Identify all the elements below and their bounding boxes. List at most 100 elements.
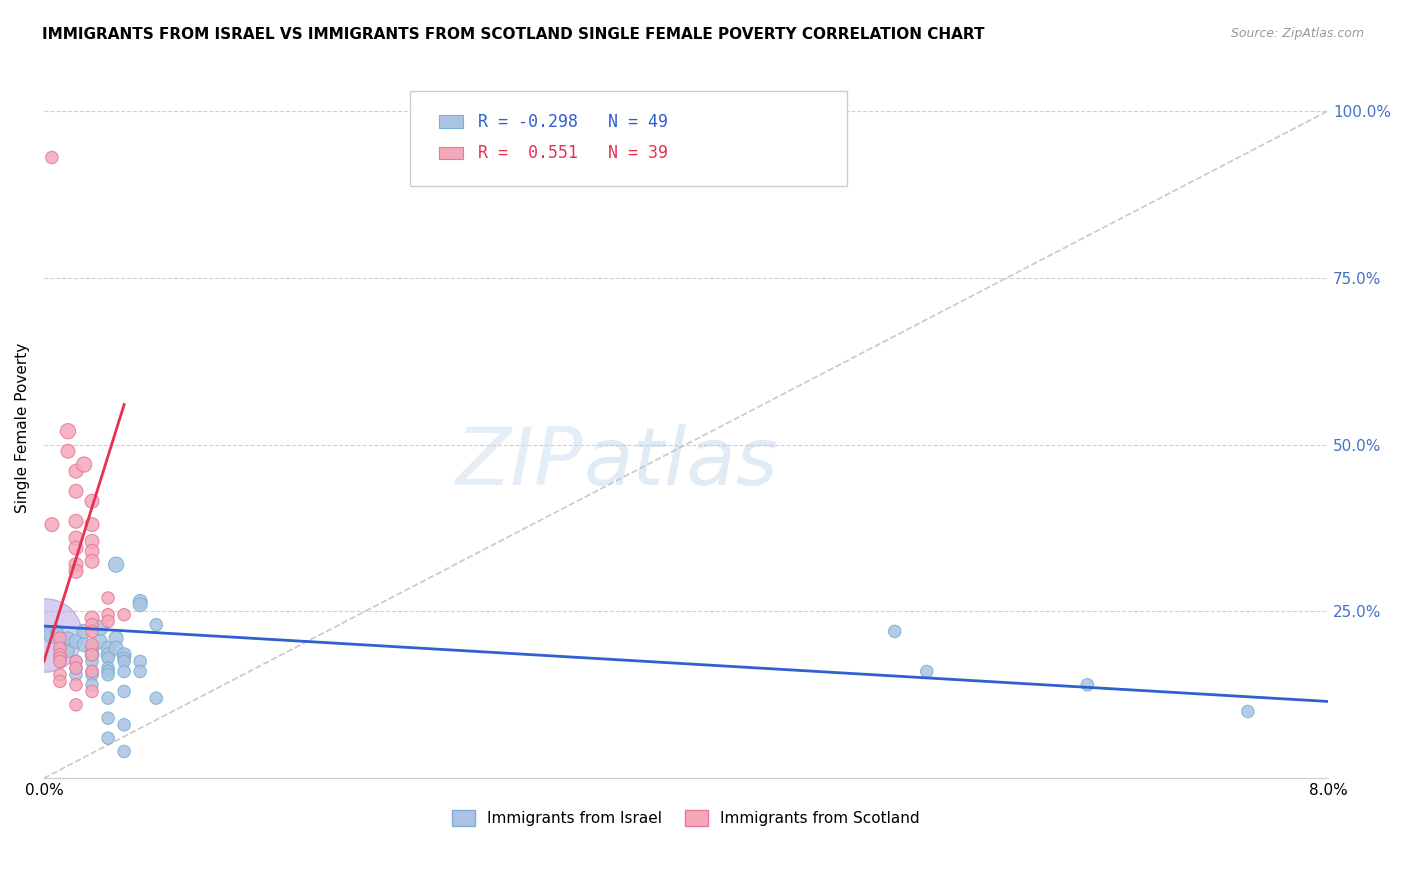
Point [49,655,72,669]
Point [80,617,103,632]
Point [129,594,152,608]
Point [1076,678,1098,692]
Point [89,621,111,635]
Point [1237,705,1260,719]
Point [80,517,103,532]
Point [129,598,152,612]
Point [65,634,87,648]
Point [56,631,79,645]
Point [41,628,63,642]
Point [45,624,67,639]
Point [80,554,103,568]
Point [105,558,128,572]
Point [56,444,79,458]
Point [73,624,96,639]
Point [65,531,87,545]
Point [112,718,135,732]
Point [112,648,135,662]
Point [49,641,72,656]
Point [97,648,120,662]
Point [41,517,63,532]
Point [129,665,152,679]
Point [65,464,87,478]
Point [80,534,103,549]
Point [97,711,120,725]
Point [112,651,135,665]
Point [112,607,135,622]
Point [97,731,120,746]
Point [49,674,72,689]
Point [65,558,87,572]
Text: ZIP: ZIP [456,424,583,502]
Point [97,641,120,656]
Point [129,655,152,669]
Point [49,648,72,662]
Point [80,678,103,692]
Point [80,494,103,508]
Point [80,667,103,681]
Text: atlas: atlas [583,424,778,502]
Point [883,624,905,639]
Text: Source: ZipAtlas.com: Source: ZipAtlas.com [1230,27,1364,40]
Text: IMMIGRANTS FROM ISRAEL VS IMMIGRANTS FROM SCOTLAND SINGLE FEMALE POVERTY CORRELA: IMMIGRANTS FROM ISRAEL VS IMMIGRANTS FRO… [42,27,984,42]
Point [73,458,96,472]
Point [65,541,87,555]
Point [97,651,120,665]
Point [65,661,87,675]
Point [97,661,120,675]
Point [105,641,128,656]
Point [80,624,103,639]
Point [80,665,103,679]
Point [49,651,72,665]
Point [97,607,120,622]
Point [80,638,103,652]
Text: R =  0.551   N = 39: R = 0.551 N = 39 [478,145,668,162]
Point [97,591,120,605]
Point [89,634,111,648]
Point [41,151,63,165]
Point [112,684,135,698]
Point [34,628,56,642]
FancyBboxPatch shape [440,115,463,128]
Point [80,684,103,698]
Point [65,667,87,681]
Point [915,665,938,679]
Legend: Immigrants from Israel, Immigrants from Scotland: Immigrants from Israel, Immigrants from … [444,803,928,834]
Point [56,644,79,658]
Point [97,667,120,681]
Point [97,691,120,706]
Point [65,514,87,528]
Point [112,745,135,759]
Point [80,641,103,656]
Y-axis label: Single Female Poverty: Single Female Poverty [15,343,30,513]
Point [49,631,72,645]
FancyBboxPatch shape [440,147,463,160]
Point [65,661,87,675]
Point [80,611,103,625]
Point [56,424,79,438]
Text: R = -0.298   N = 49: R = -0.298 N = 49 [478,112,668,130]
Point [49,655,72,669]
Point [97,615,120,629]
Point [80,665,103,679]
Point [65,655,87,669]
Point [65,698,87,712]
Point [49,667,72,681]
Point [65,564,87,578]
Point [97,665,120,679]
FancyBboxPatch shape [411,92,846,186]
Point [80,655,103,669]
Point [65,678,87,692]
Point [73,638,96,652]
Point [80,648,103,662]
Point [65,655,87,669]
Point [112,665,135,679]
Point [145,691,167,706]
Point [49,641,72,656]
Point [105,631,128,645]
Point [112,655,135,669]
Point [65,484,87,499]
Point [80,544,103,558]
Point [80,648,103,662]
Point [145,617,167,632]
